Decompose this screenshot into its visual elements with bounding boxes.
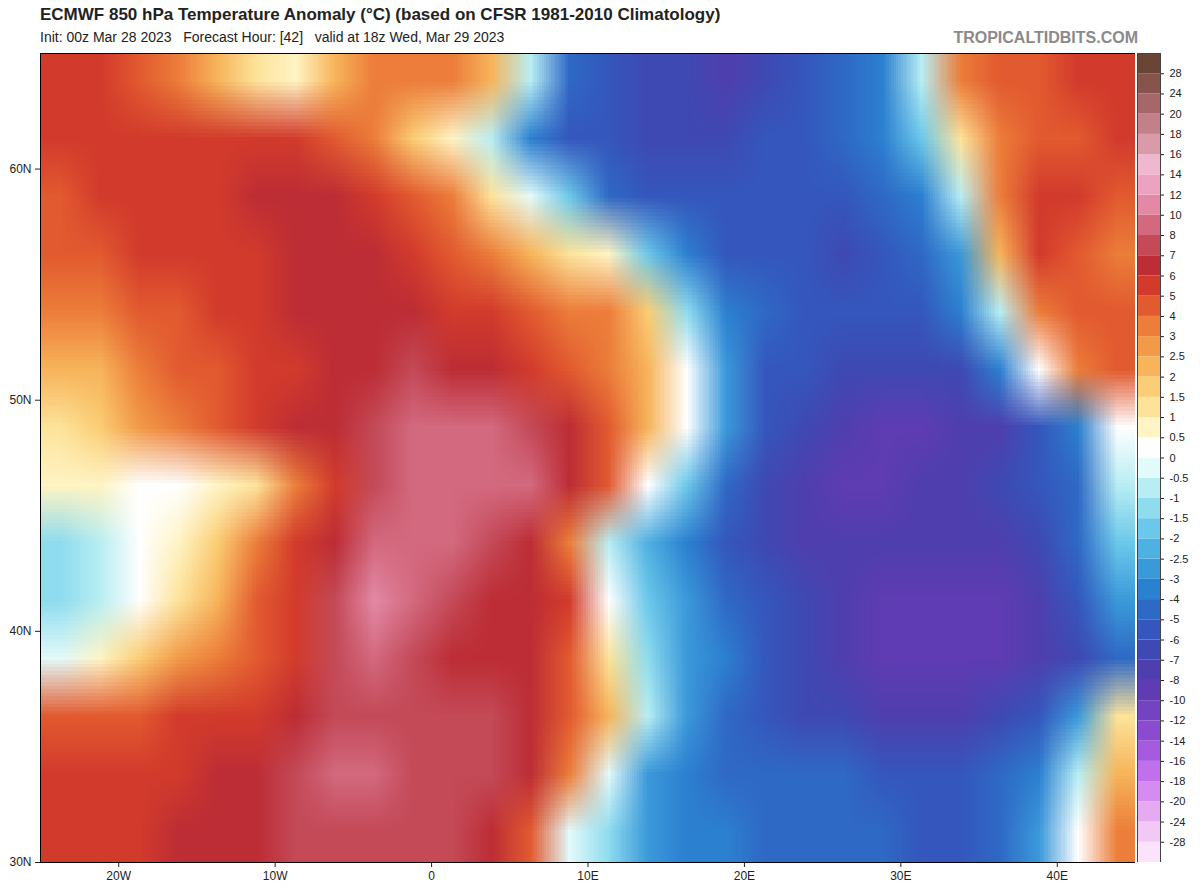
svg-text:16: 16 — [1170, 148, 1182, 160]
svg-text:4: 4 — [1170, 310, 1176, 322]
svg-text:-10: -10 — [1170, 694, 1186, 706]
svg-text:20E: 20E — [734, 869, 755, 883]
svg-text:1.5: 1.5 — [1170, 391, 1185, 403]
svg-text:5: 5 — [1170, 290, 1176, 302]
svg-text:10W: 10W — [263, 869, 288, 883]
svg-text:-7: -7 — [1170, 654, 1180, 666]
svg-text:40N: 40N — [9, 624, 31, 638]
svg-text:0: 0 — [1170, 452, 1176, 464]
svg-text:-4: -4 — [1170, 593, 1180, 605]
svg-text:-14: -14 — [1170, 735, 1186, 747]
svg-text:18: 18 — [1170, 128, 1182, 140]
svg-text:-1.5: -1.5 — [1170, 512, 1189, 524]
svg-text:1: 1 — [1170, 411, 1176, 423]
svg-text:10: 10 — [1170, 209, 1182, 221]
svg-text:-12: -12 — [1170, 714, 1186, 726]
svg-text:12: 12 — [1170, 189, 1182, 201]
svg-text:-24: -24 — [1170, 816, 1186, 828]
svg-text:-18: -18 — [1170, 775, 1186, 787]
svg-text:8: 8 — [1170, 229, 1176, 241]
svg-text:7: 7 — [1170, 249, 1176, 261]
svg-text:14: 14 — [1170, 168, 1182, 180]
svg-text:-20: -20 — [1170, 795, 1186, 807]
svg-text:10E: 10E — [577, 869, 598, 883]
svg-text:0.5: 0.5 — [1170, 431, 1185, 443]
svg-text:-0.5: -0.5 — [1170, 472, 1189, 484]
svg-text:20W: 20W — [106, 869, 131, 883]
svg-text:20: 20 — [1170, 108, 1182, 120]
svg-text:30N: 30N — [9, 855, 31, 869]
svg-text:3: 3 — [1170, 330, 1176, 342]
svg-text:30E: 30E — [890, 869, 911, 883]
html-text:TROPICALTIDBITS.COM: TROPICALTIDBITS.COM — [953, 29, 1138, 46]
svg-text:-5: -5 — [1170, 613, 1180, 625]
svg-text:6: 6 — [1170, 269, 1176, 281]
svg-text:-28: -28 — [1170, 836, 1186, 848]
svg-text:-3: -3 — [1170, 573, 1180, 585]
svg-text:0: 0 — [428, 869, 435, 883]
svg-text:-2: -2 — [1170, 532, 1180, 544]
svg-text:2.5: 2.5 — [1170, 350, 1185, 362]
svg-text:50N: 50N — [9, 393, 31, 407]
svg-text:60N: 60N — [9, 162, 31, 176]
svg-text:24: 24 — [1170, 87, 1182, 99]
svg-text:-8: -8 — [1170, 674, 1180, 686]
svg-text:-16: -16 — [1170, 755, 1186, 767]
svg-text:-2.5: -2.5 — [1170, 553, 1189, 565]
svg-text:40E: 40E — [1047, 869, 1068, 883]
html-text:ECMWF 850 hPa Temperature Anom: ECMWF 850 hPa Temperature Anomaly (°C) (… — [40, 5, 721, 24]
svg-text:28: 28 — [1170, 67, 1182, 79]
svg-text:-1: -1 — [1170, 492, 1180, 504]
html-text:Init: 00z Mar 28 2023 Forecast: Init: 00z Mar 28 2023 Forecast Hour: [42… — [40, 29, 505, 45]
svg-text:-6: -6 — [1170, 634, 1180, 646]
svg-text:2: 2 — [1170, 371, 1176, 383]
